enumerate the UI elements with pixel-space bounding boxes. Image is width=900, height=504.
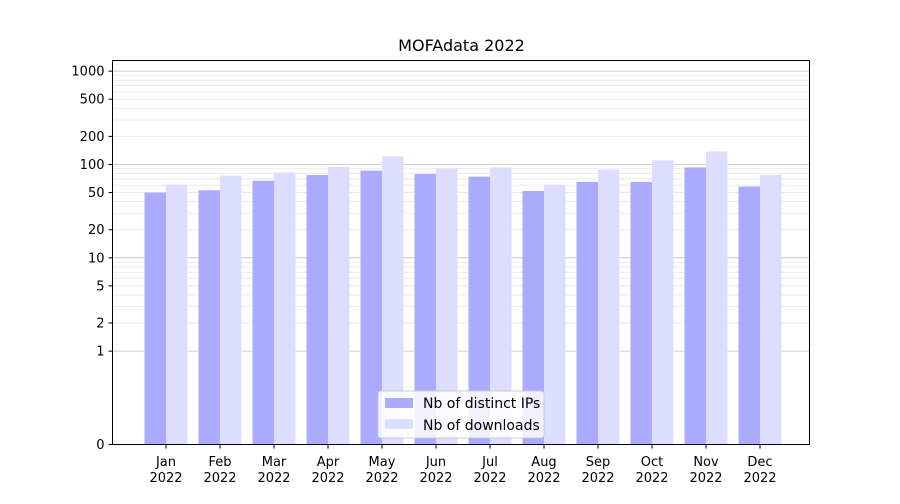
- y-tick-label: 0: [96, 438, 104, 453]
- bar-downloads: [436, 168, 458, 445]
- x-tick-label: 2022: [365, 471, 398, 486]
- x-tick-label: Nov: [693, 455, 719, 470]
- bar-distinct-ips: [252, 180, 274, 445]
- bar-downloads: [382, 156, 404, 445]
- x-tick-label: Sep: [586, 455, 611, 470]
- bar-downloads: [220, 175, 242, 445]
- x-tick-label: 2022: [527, 471, 560, 486]
- x-tick-label: 2022: [419, 471, 452, 486]
- plot-frame: [112, 60, 810, 445]
- bar-distinct-ips: [360, 170, 382, 445]
- y-tick-label: 500: [80, 93, 105, 108]
- legend-swatch-distinct-ips: [385, 398, 413, 408]
- x-tick-label: 2022: [473, 471, 506, 486]
- x-axis: Jan2022Feb2022Mar2022Apr2022May2022Jun20…: [149, 444, 777, 486]
- bar-downloads: [274, 172, 296, 445]
- y-tick-label: 50: [88, 186, 105, 201]
- bar-distinct-ips: [306, 175, 328, 445]
- y-tick-label: 1: [96, 345, 104, 360]
- bar-downloads: [706, 151, 728, 445]
- bar-distinct-ips: [198, 190, 220, 445]
- x-tick-label: Mar: [262, 455, 287, 470]
- bar-downloads: [490, 167, 512, 445]
- bar-distinct-ips: [576, 181, 598, 445]
- bar-downloads: [760, 175, 782, 445]
- x-tick-label: Aug: [531, 455, 556, 470]
- y-tick-label: 10: [88, 251, 105, 266]
- x-tick-label: Jul: [481, 455, 498, 470]
- x-tick-label: Dec: [747, 455, 772, 470]
- x-tick-label: Apr: [317, 455, 340, 470]
- bar-downloads: [652, 160, 674, 445]
- x-tick-label: Jun: [425, 455, 446, 470]
- x-tick-label: Oct: [641, 455, 663, 470]
- y-tick-label: 200: [80, 130, 105, 145]
- bar-distinct-ips: [144, 192, 166, 445]
- y-tick-label: 100: [80, 158, 105, 173]
- legend-swatch-downloads: [385, 419, 413, 429]
- y-tick-label: 20: [88, 223, 105, 238]
- legend-frame: [377, 390, 545, 439]
- bar-downloads: [328, 166, 350, 445]
- y-tick-label: 2: [96, 317, 104, 332]
- bars: [144, 151, 782, 445]
- bar-downloads: [544, 184, 566, 445]
- y-axis: 0 1 2 5 10 20 50 100 200 500 1000: [71, 65, 113, 453]
- x-tick-label: 2022: [257, 471, 290, 486]
- legend: Nb of distinct IPs Nb of downloads: [377, 390, 545, 439]
- bar-distinct-ips: [522, 190, 544, 445]
- x-tick-label: 2022: [311, 471, 344, 486]
- chart-title: MOFAdata 2022: [398, 36, 525, 55]
- y-tick-label: 5: [96, 279, 104, 294]
- x-tick-label: 2022: [581, 471, 614, 486]
- x-tick-label: 2022: [149, 471, 182, 486]
- bar-distinct-ips: [738, 186, 760, 445]
- bar-downloads: [166, 184, 188, 445]
- y-tick-label: 1000: [71, 65, 104, 80]
- x-tick-label: Jan: [155, 455, 176, 470]
- bar-distinct-ips: [684, 167, 706, 445]
- bar-distinct-ips: [630, 181, 652, 445]
- x-tick-label: 2022: [635, 471, 668, 486]
- x-tick-label: 2022: [203, 471, 236, 486]
- x-tick-label: Feb: [208, 455, 231, 470]
- bar-distinct-ips: [468, 176, 490, 445]
- bar-downloads: [598, 169, 620, 445]
- x-tick-label: May: [369, 455, 396, 470]
- bar-distinct-ips: [414, 174, 436, 445]
- x-tick-label: 2022: [689, 471, 722, 486]
- x-tick-label: 2022: [743, 471, 776, 486]
- legend-label-distinct-ips: Nb of distinct IPs: [423, 396, 540, 412]
- legend-label-downloads: Nb of downloads: [423, 418, 540, 434]
